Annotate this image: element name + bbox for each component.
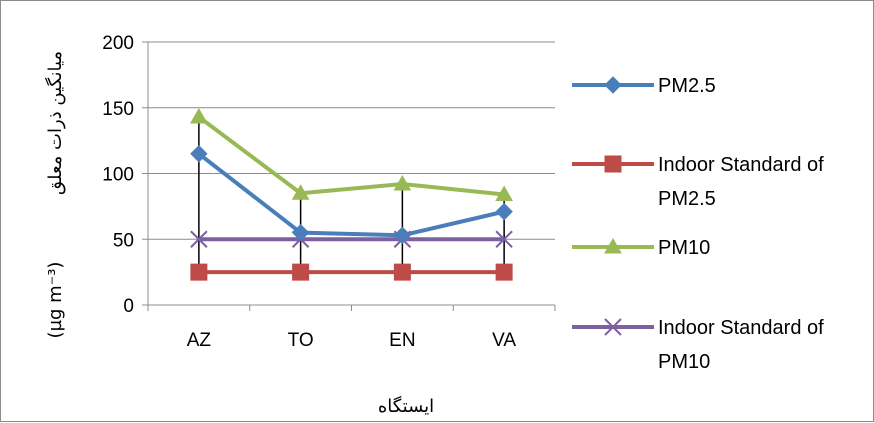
data-point-2-VA: [495, 185, 513, 202]
y-tick-label: 0: [123, 296, 134, 317]
y-tick-label: 50: [113, 230, 134, 251]
legend-label-3: Indoor Standard of: [658, 317, 824, 339]
y-tick-label: 150: [102, 99, 134, 120]
x-tick-label-EN: EN: [389, 330, 415, 351]
x-tick-label-AZ: AZ: [187, 330, 212, 351]
data-point-3-VA: [495, 230, 513, 248]
data-point-0-TO: [291, 223, 310, 242]
legend-label-3: PM10: [658, 351, 710, 373]
legend-marker-0: [604, 76, 622, 94]
y-tick-label: 100: [102, 165, 134, 186]
data-point-1-EN: [393, 263, 411, 281]
legend-marker-2: [604, 237, 622, 254]
y-axis-title: میانگین ذرات معلق: [44, 51, 66, 195]
y-axis-unit: (µg m⁻³): [45, 262, 66, 339]
series-line-2: [197, 115, 505, 197]
x-tick-label-TO: TO: [288, 330, 314, 351]
data-point-3-AZ: [190, 230, 208, 248]
data-point-0-AZ: [190, 145, 208, 163]
data-point-1-VA: [495, 263, 513, 281]
y-tick-label: 200: [102, 33, 134, 54]
x-tick-label-VA: VA: [492, 330, 516, 351]
data-point-2-AZ: [190, 107, 208, 124]
legend-marker-3: [604, 318, 622, 336]
data-point-0-VA: [495, 202, 513, 221]
legend-marker-1: [604, 155, 622, 173]
data-point-2-TO: [291, 184, 310, 200]
x-axis-title: ایستگاه: [378, 395, 434, 417]
data-point-2-EN: [393, 175, 412, 191]
legend-label-2: PM10: [658, 237, 710, 259]
series-line-0: [197, 152, 505, 238]
legend-label-1: Indoor Standard of: [658, 154, 824, 176]
data-point-1-AZ: [190, 263, 208, 281]
data-point-1-TO: [292, 263, 310, 281]
legend-label-0: PM2.5: [658, 75, 716, 97]
legend-label-1: PM2.5: [658, 188, 716, 210]
data-point-0-EN: [393, 226, 412, 245]
